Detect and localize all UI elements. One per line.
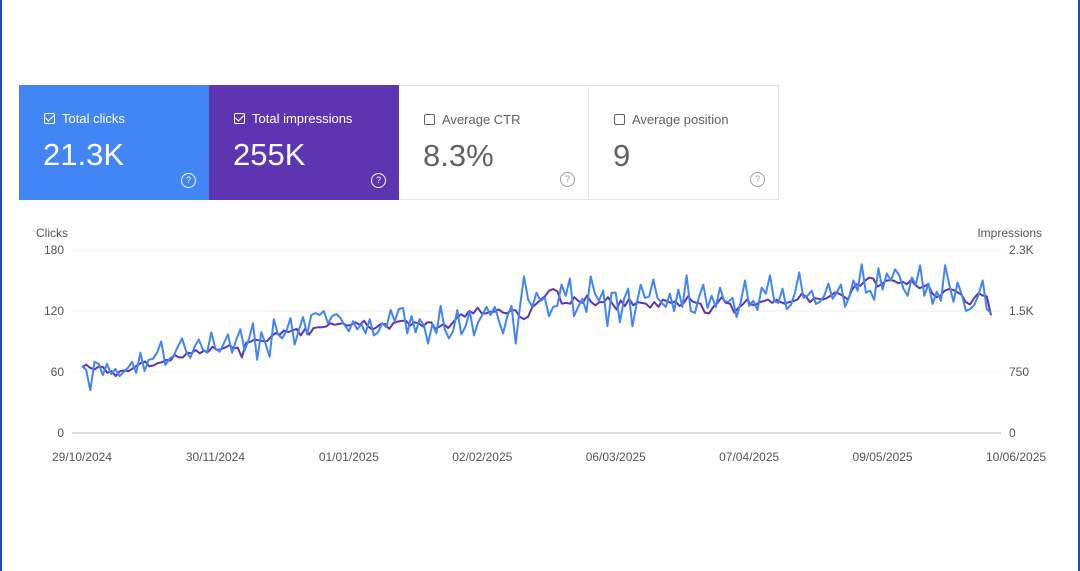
x-axis-ticks: 29/10/2024 30/11/2024 01/01/2025 02/02/2025…: [52, 450, 1046, 464]
right-tick-label: 0: [1009, 426, 1016, 440]
left-axis-ticks: 0 60 120 180: [44, 243, 64, 440]
metric-card-total-clicks[interactable]: Total clicks 21.3K ?: [19, 85, 209, 200]
metric-card-header: Average position: [614, 112, 729, 127]
metric-card-header: Total clicks: [44, 111, 125, 126]
metric-card-total-impressions[interactable]: Total impressions 255K ?: [209, 85, 399, 200]
grid-lines: [72, 249, 1001, 434]
clicks-series-line: [81, 263, 992, 392]
right-axis-ticks: 0 750 1.5K 2.3K: [1009, 243, 1034, 440]
metric-value: 8.3%: [423, 138, 494, 173]
metric-label: Average CTR: [442, 112, 521, 127]
metric-value: 9: [613, 138, 631, 173]
right-axis-label: Impressions: [977, 226, 1042, 240]
help-icon[interactable]: ?: [371, 173, 386, 188]
x-tick-label: 30/11/2024: [186, 450, 245, 464]
x-tick-label: 29/10/2024: [52, 450, 112, 464]
help-icon[interactable]: ?: [560, 172, 575, 187]
checkbox-checked-icon[interactable]: [234, 113, 245, 124]
left-tick-label: 60: [51, 365, 65, 379]
left-axis-label: Clicks: [36, 226, 68, 240]
metric-card-header: Average CTR: [424, 112, 521, 127]
checkbox-unchecked-icon[interactable]: [424, 114, 435, 125]
left-tick-label: 0: [57, 426, 64, 440]
series-layer: [81, 263, 992, 392]
right-tick-label: 750: [1009, 365, 1029, 379]
metric-label: Total impressions: [252, 111, 353, 126]
metric-cards: Total clicks 21.3K ? Total impressions 2…: [19, 85, 779, 200]
checkbox-checked-icon[interactable]: [44, 113, 55, 124]
right-tick-label: 2.3K: [1009, 243, 1034, 257]
x-tick-label: 07/04/2025: [719, 450, 779, 464]
checkbox-unchecked-icon[interactable]: [614, 114, 625, 125]
x-tick-label: 02/02/2025: [452, 450, 512, 464]
metric-card-average-ctr[interactable]: Average CTR 8.3% ?: [399, 85, 589, 200]
x-tick-label: 06/03/2025: [586, 450, 646, 464]
help-icon[interactable]: ?: [181, 173, 196, 188]
metric-label: Average position: [632, 112, 729, 127]
x-tick-label: 09/05/2025: [853, 450, 913, 464]
metric-card-average-position[interactable]: Average position 9 ?: [589, 85, 779, 200]
performance-chart: Clicks Impressions 0 60 120 180 0 750 1.5K 2.3…: [36, 226, 1046, 464]
metric-value: 255K: [233, 137, 306, 172]
right-tick-label: 1.5K: [1009, 304, 1034, 318]
metric-label: Total clicks: [62, 111, 125, 126]
left-tick-label: 180: [44, 243, 64, 257]
metric-card-header: Total impressions: [234, 111, 352, 126]
x-tick-label: 01/01/2025: [319, 450, 379, 464]
left-tick-label: 120: [44, 304, 64, 318]
metric-value: 21.3K: [43, 137, 125, 172]
help-icon[interactable]: ?: [750, 172, 765, 187]
x-tick-label: 10/06/2025: [986, 450, 1046, 464]
